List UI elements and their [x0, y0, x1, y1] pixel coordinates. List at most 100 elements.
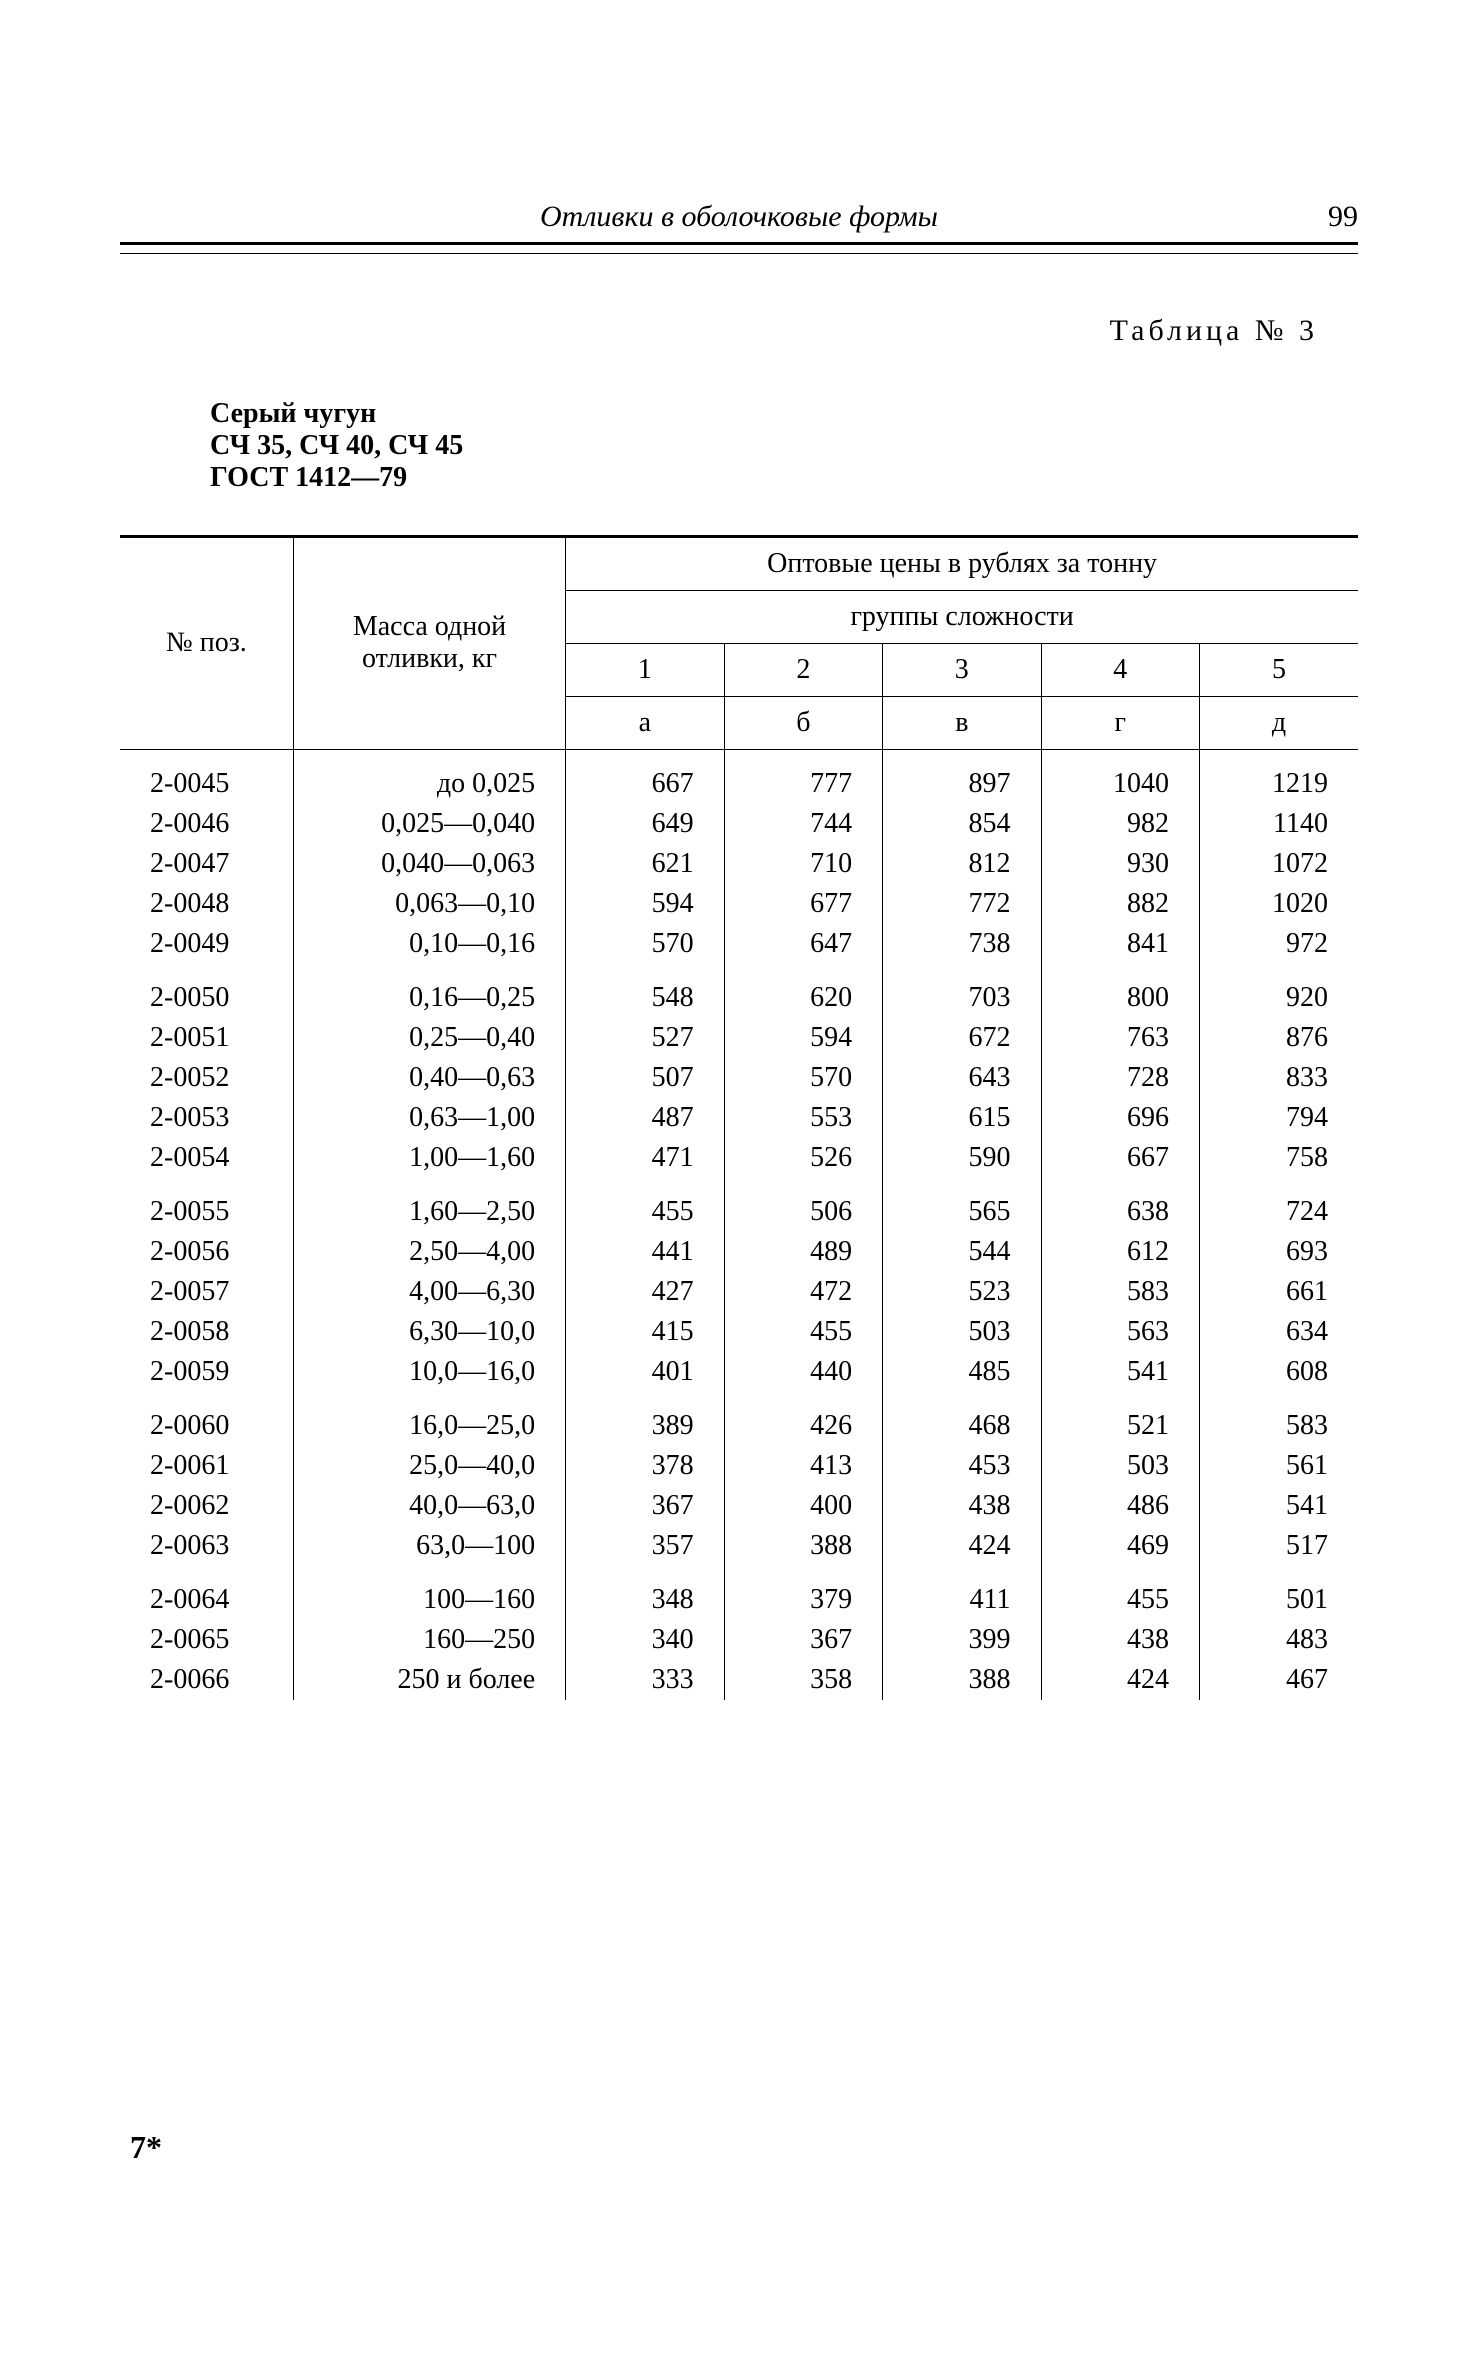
cell-value: 333 [566, 1660, 724, 1700]
col-g2: 2 [724, 643, 882, 696]
cell-value: 563 [1041, 1312, 1199, 1352]
cell-poz: 2-0047 [120, 844, 293, 884]
col-lv: в [883, 696, 1041, 749]
cell-value: 794 [1199, 1098, 1358, 1138]
cell-mass: 0,063—0,10 [293, 884, 565, 924]
cell-mass: 6,30—10,0 [293, 1312, 565, 1352]
col-poz: № поз. [120, 536, 293, 749]
cell-value: 340 [566, 1620, 724, 1660]
cell-value: 389 [566, 1392, 724, 1446]
table-row: 2-00500,16—0,25548620703800920 [120, 964, 1358, 1018]
cell-value: 594 [566, 884, 724, 924]
cell-value: 647 [724, 924, 882, 964]
cell-value: 920 [1199, 964, 1358, 1018]
table-row: 2-006016,0—25,0389426468521583 [120, 1392, 1358, 1446]
cell-value: 440 [724, 1352, 882, 1392]
col-group-header: группы сложности [566, 590, 1358, 643]
cell-mass: 0,040—0,063 [293, 844, 565, 884]
cell-value: 672 [883, 1018, 1041, 1058]
cell-value: 455 [566, 1178, 724, 1232]
cell-value: 424 [883, 1526, 1041, 1566]
subtitle: Серый чугун СЧ 35, СЧ 40, СЧ 45 ГОСТ 141… [210, 398, 1358, 495]
cell-poz: 2-0048 [120, 884, 293, 924]
cell-value: 506 [724, 1178, 882, 1232]
cell-value: 388 [724, 1526, 882, 1566]
col-la: а [566, 696, 724, 749]
cell-value: 453 [883, 1446, 1041, 1486]
price-table: № поз. Масса одной отливки, кг Оптовые ц… [120, 535, 1358, 1700]
table-row: 2-00470,040—0,0636217108129301072 [120, 844, 1358, 884]
cell-mass: 63,0—100 [293, 1526, 565, 1566]
cell-value: 544 [883, 1232, 1041, 1272]
cell-value: 561 [1199, 1446, 1358, 1486]
cell-value: 854 [883, 804, 1041, 844]
table-row: 2-0045до 0,02566777789710401219 [120, 749, 1358, 804]
cell-value: 523 [883, 1272, 1041, 1312]
table-row: 2-0064100—160348379411455501 [120, 1566, 1358, 1620]
cell-value: 667 [566, 749, 724, 804]
cell-value: 541 [1041, 1352, 1199, 1392]
cell-value: 379 [724, 1566, 882, 1620]
cell-value: 763 [1041, 1018, 1199, 1058]
cell-value: 455 [724, 1312, 882, 1352]
cell-poz: 2-0052 [120, 1058, 293, 1098]
table-row: 2-00541,00—1,60471526590667758 [120, 1138, 1358, 1178]
cell-value: 348 [566, 1566, 724, 1620]
cell-value: 612 [1041, 1232, 1199, 1272]
table-head: № поз. Масса одной отливки, кг Оптовые ц… [120, 536, 1358, 749]
cell-value: 378 [566, 1446, 724, 1486]
cell-value: 424 [1041, 1660, 1199, 1700]
cell-mass: 16,0—25,0 [293, 1392, 565, 1446]
cell-mass: 40,0—63,0 [293, 1486, 565, 1526]
cell-value: 1020 [1199, 884, 1358, 924]
cell-value: 677 [724, 884, 882, 924]
cell-value: 367 [566, 1486, 724, 1526]
cell-value: 1072 [1199, 844, 1358, 884]
col-g1: 1 [566, 643, 724, 696]
cell-mass: 0,40—0,63 [293, 1058, 565, 1098]
cell-value: 517 [1199, 1526, 1358, 1566]
cell-value: 615 [883, 1098, 1041, 1138]
cell-value: 744 [724, 804, 882, 844]
cell-value: 411 [883, 1566, 1041, 1620]
col-lg: г [1041, 696, 1199, 749]
cell-value: 438 [1041, 1620, 1199, 1660]
cell-value: 471 [566, 1138, 724, 1178]
table-row: 2-0065160—250340367399438483 [120, 1620, 1358, 1660]
cell-value: 541 [1199, 1486, 1358, 1526]
cell-poz: 2-0061 [120, 1446, 293, 1486]
table-row: 2-006363,0—100357388424469517 [120, 1526, 1358, 1566]
cell-value: 503 [883, 1312, 1041, 1352]
cell-value: 501 [1199, 1566, 1358, 1620]
cell-value: 503 [1041, 1446, 1199, 1486]
cell-value: 800 [1041, 964, 1199, 1018]
subtitle-line1: Серый чугун [210, 398, 1358, 430]
cell-value: 485 [883, 1352, 1041, 1392]
cell-value: 982 [1041, 804, 1199, 844]
cell-value: 649 [566, 804, 724, 844]
cell-mass: до 0,025 [293, 749, 565, 804]
cell-value: 738 [883, 924, 1041, 964]
cell-value: 526 [724, 1138, 882, 1178]
cell-value: 358 [724, 1660, 882, 1700]
cell-value: 1219 [1199, 749, 1358, 804]
cell-mass: 160—250 [293, 1620, 565, 1660]
cell-value: 876 [1199, 1018, 1358, 1058]
cell-mass: 0,025—0,040 [293, 804, 565, 844]
cell-poz: 2-0060 [120, 1392, 293, 1446]
cell-value: 812 [883, 844, 1041, 884]
cell-mass: 0,63—1,00 [293, 1098, 565, 1138]
cell-poz: 2-0058 [120, 1312, 293, 1352]
cell-poz: 2-0066 [120, 1660, 293, 1700]
cell-value: 468 [883, 1392, 1041, 1446]
cell-value: 357 [566, 1526, 724, 1566]
subtitle-line2: СЧ 35, СЧ 40, СЧ 45 [210, 430, 1358, 462]
cell-value: 507 [566, 1058, 724, 1098]
cell-value: 483 [1199, 1620, 1358, 1660]
cell-poz: 2-0050 [120, 964, 293, 1018]
col-mass: Масса одной отливки, кг [293, 536, 565, 749]
cell-value: 1140 [1199, 804, 1358, 844]
cell-value: 583 [1199, 1392, 1358, 1446]
col-g5: 5 [1199, 643, 1358, 696]
cell-mass: 4,00—6,30 [293, 1272, 565, 1312]
